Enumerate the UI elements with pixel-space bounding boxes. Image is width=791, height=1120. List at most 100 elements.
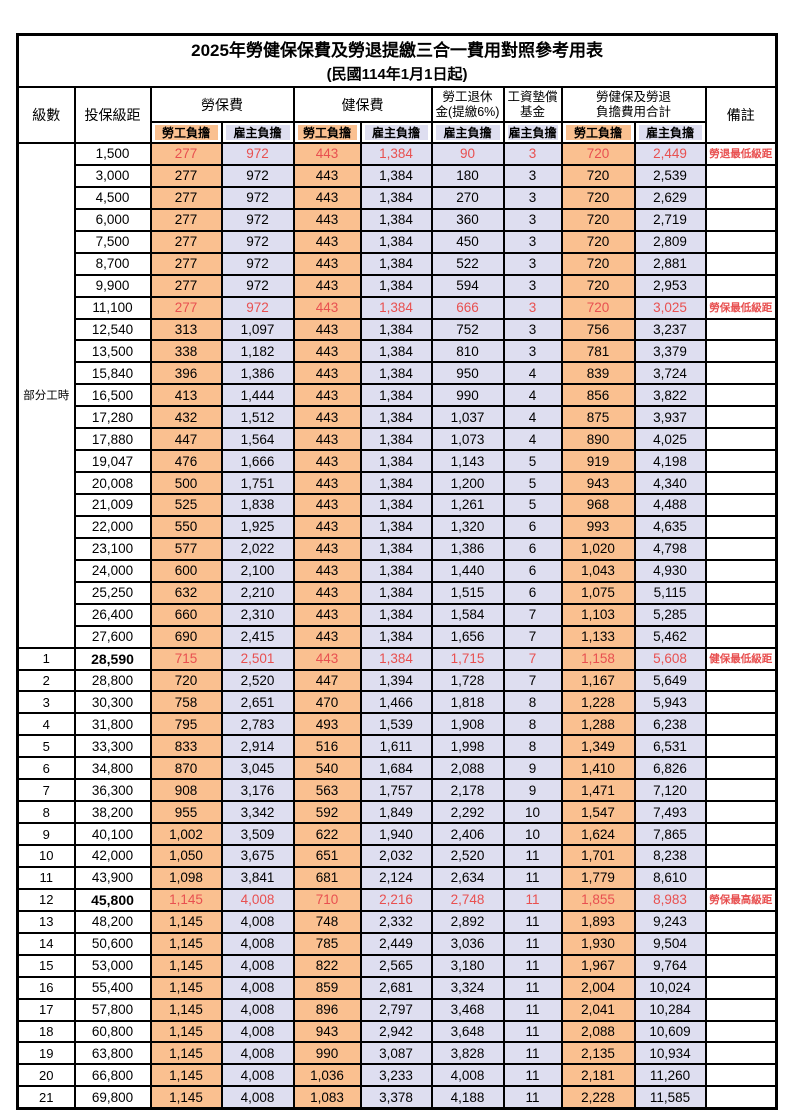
health-employer-cell: 1,394 [359, 668, 433, 693]
total-employee-cell: 720 [560, 251, 636, 276]
total-employee-cell: 1,624 [560, 822, 636, 846]
health-employee-cell: 896 [292, 997, 362, 1022]
page-subtitle: (民國114年1月1日起) [326, 65, 468, 83]
labor-employer-cell: 1,925 [220, 514, 295, 539]
pension-employer-cell: 3,036 [430, 931, 505, 956]
total-employer-cell: 8,610 [633, 865, 707, 890]
total-employer-cell: 10,024 [633, 975, 707, 1000]
total-employee-cell: 1,967 [560, 953, 636, 978]
health-employee-cell: 470 [292, 690, 362, 715]
remark-cell [704, 273, 778, 298]
pension-employer-cell: 810 [430, 339, 505, 364]
health-employer-cell: 1,384 [359, 273, 433, 298]
employer-label: 雇主負擔 [435, 125, 500, 140]
health-employer-cell: 2,942 [359, 1019, 433, 1044]
health-employee-cell: 443 [292, 449, 362, 474]
health-employee-cell: 622 [292, 822, 362, 846]
table-row: 12,540 313 1,097 443 1,384 752 3 756 3,237 [18, 317, 778, 342]
total-employer-cell: 5,943 [633, 690, 707, 715]
pension-employer-cell: 1,728 [430, 668, 505, 693]
labor-employer-cell: 2,100 [220, 558, 295, 583]
wage-fund-employer-cell: 3 [502, 185, 563, 210]
pension-employer-cell: 666 [430, 295, 505, 320]
labor-employee-cell: 396 [149, 361, 223, 386]
labor-employee-cell: 277 [149, 185, 223, 210]
remark-cell [704, 427, 778, 452]
pension-header-line2: 金(提繳6%) [435, 104, 500, 119]
table-row: 25,250 632 2,210 443 1,384 1,515 6 1,075 5,115 [18, 580, 778, 605]
health-employee-cell: 592 [292, 800, 362, 825]
total-employee-cell: 1,288 [560, 712, 636, 737]
bracket-cell: 19,047 [73, 449, 152, 474]
total-employee-cell: 1,133 [560, 624, 636, 649]
pension-employer-cell: 180 [430, 163, 505, 188]
health-employee-cell: 443 [292, 273, 362, 298]
remark-cell [704, 383, 778, 408]
remark-cell [704, 602, 778, 627]
labor-employee-cell: 277 [149, 251, 223, 276]
total-employee-cell: 1,471 [560, 778, 636, 803]
level-cell: 9 [16, 822, 76, 846]
bracket-cell: 13,500 [73, 339, 152, 364]
labor-employer-cell: 3,675 [220, 844, 295, 868]
labor-employee-cell: 1,002 [149, 822, 223, 846]
labor-employee-cell: 715 [149, 646, 223, 671]
total-employee-cell: 919 [560, 449, 636, 474]
health-employee-cell: 516 [292, 734, 362, 759]
health-employer-cell: 1,384 [359, 624, 433, 649]
health-employee-cell: 443 [292, 493, 362, 517]
wage-fund-employer-cell: 11 [502, 1041, 563, 1066]
bracket-cell: 66,800 [73, 1063, 152, 1088]
table-title-block: 2025年勞健保保費及勞退提繳三合一費用對照參考用表 (民國114年1月1日起) [16, 33, 778, 88]
labor-employee-cell: 720 [149, 668, 223, 693]
labor-employer-cell: 4,008 [220, 931, 295, 956]
labor-employee-cell: 277 [149, 207, 223, 232]
bracket-cell: 69,800 [73, 1085, 152, 1110]
labor-employee-cell: 632 [149, 580, 223, 605]
level-cell: 14 [16, 931, 76, 956]
remark-cell: 勞保最高級距 [704, 887, 778, 912]
level-cell: 11 [16, 865, 76, 890]
pension-employer-cell: 1,998 [430, 734, 505, 759]
labor-employee-cell: 833 [149, 734, 223, 759]
total-employer-cell: 2,881 [633, 251, 707, 276]
total-employer-cell: 9,504 [633, 931, 707, 956]
remark-cell [704, 624, 778, 649]
total-employee-cell: 1,930 [560, 931, 636, 956]
wage-fund-employer-cell: 3 [502, 251, 563, 276]
total-employer-cell: 2,629 [633, 185, 707, 210]
labor-employee-cell: 277 [149, 295, 223, 320]
total-employee-cell: 1,075 [560, 580, 636, 605]
wage-fund-employer-cell: 11 [502, 931, 563, 956]
health-employer-cell: 1,384 [359, 383, 433, 408]
table-row: 17,880 447 1,564 443 1,384 1,073 4 890 4,025 [18, 427, 778, 452]
header-row-payers: 勞工負擔 雇主負擔 勞工負擔 雇主負擔 雇主負擔 雇主負擔 勞工負擔 雇主負擔 [18, 121, 777, 144]
health-employer-cell: 1,384 [359, 207, 433, 232]
labor-employee-cell: 955 [149, 800, 223, 825]
remark-cell [704, 1063, 778, 1088]
total-employer-cell: 4,488 [633, 493, 707, 517]
employer-label: 雇主負擔 [638, 125, 702, 140]
table-row: 13,500 338 1,182 443 1,384 810 3 781 3,379 [18, 339, 778, 364]
remark-cell [704, 580, 778, 605]
health-employee-cell: 443 [292, 361, 362, 386]
labor-employer-cell: 1,097 [220, 317, 295, 342]
bracket-cell: 50,600 [73, 931, 152, 956]
labor-employer-cell: 2,022 [220, 536, 295, 561]
wage-fund-employer-cell: 9 [502, 756, 563, 781]
col-header-labor-fee: 勞保費 [149, 86, 295, 123]
labor-employee-cell: 660 [149, 602, 223, 627]
labor-employer-cell: 4,008 [220, 953, 295, 978]
health-employee-cell: 443 [292, 558, 362, 583]
wage-fund-employer-cell: 11 [502, 1085, 563, 1110]
total-employer-cell: 2,539 [633, 163, 707, 188]
table-row: 11,100 277 972 443 1,384 666 3 720 3,025 勞保最低級距 [18, 295, 778, 320]
labor-employer-cell: 1,666 [220, 449, 295, 474]
health-employer-cell: 1,384 [359, 514, 433, 539]
health-employee-cell: 443 [292, 471, 362, 495]
bracket-cell: 31,800 [73, 712, 152, 737]
remark-cell [704, 514, 778, 539]
table-row: 6,000 277 972 443 1,384 360 3 720 2,719 [18, 207, 778, 232]
health-employer-cell: 1,384 [359, 251, 433, 276]
subheader-wage-fund-employer: 雇主負擔 [502, 121, 563, 144]
